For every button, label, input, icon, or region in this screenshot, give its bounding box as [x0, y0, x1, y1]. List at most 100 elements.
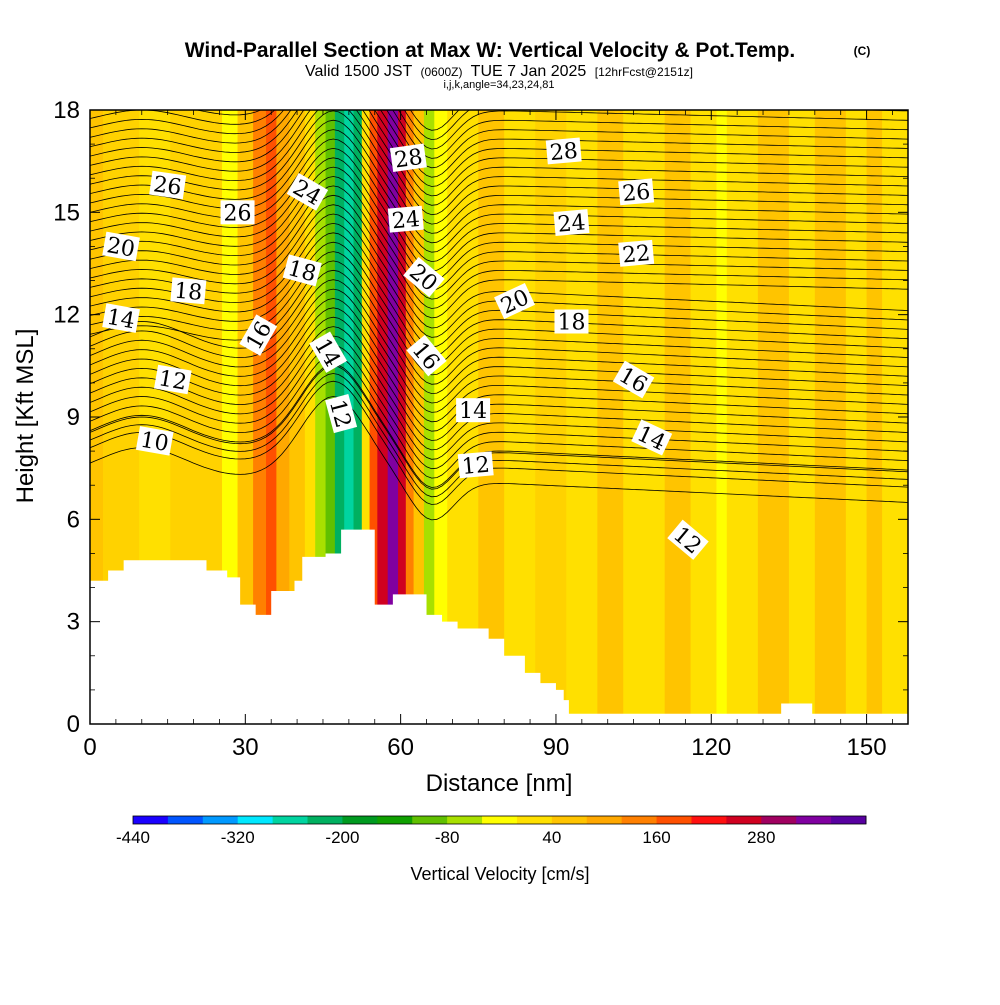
- colorbar-tick-label: -440: [116, 828, 150, 847]
- theta-contour-line: [90, 194, 908, 319]
- theta-label-text: 24: [557, 210, 587, 237]
- colorbar: -440 -320 -200 -80 40 160 280: [116, 815, 867, 847]
- theta-contour-line: [90, 279, 908, 404]
- terrain: [90, 529, 908, 724]
- velocity-band: [664, 110, 692, 724]
- y-tick-label: 0: [67, 711, 80, 738]
- theta-label-text: 26: [621, 180, 651, 207]
- theta-label-text: 18: [173, 279, 203, 306]
- theta-label-box: [667, 519, 709, 560]
- forecast-info: [12hrFcst@2151z]: [595, 65, 693, 79]
- theta-contour-line: [90, 110, 908, 197]
- theta-label-box: [554, 309, 589, 334]
- theta-contour-line: [90, 241, 908, 366]
- colorbar-swatch: [272, 816, 309, 824]
- theta-label-text: 20: [105, 233, 137, 262]
- theta-label: 28: [389, 143, 427, 174]
- theta-label: 26: [149, 170, 187, 201]
- velocity-band: [866, 110, 883, 724]
- theta-label: 28: [545, 137, 582, 166]
- theta-label-text: 28: [549, 139, 579, 166]
- colorbar-swatch: [307, 816, 343, 824]
- colorbar-swatch: [761, 816, 797, 824]
- y-tick-label: 15: [53, 199, 80, 226]
- theta-contour-line: [90, 298, 908, 423]
- theta-label-box: [494, 282, 536, 320]
- colorbar-swatch: [831, 816, 867, 824]
- theta-contour-line: [90, 380, 908, 505]
- theta-label-box: [149, 170, 187, 200]
- theta-label-text: 22: [621, 241, 651, 268]
- theta-label-box: [403, 257, 445, 298]
- theta-contour-line: [90, 110, 908, 206]
- theta-label-box: [170, 277, 207, 305]
- x-tick-label: 60: [387, 734, 414, 761]
- theta-label-box: [239, 314, 278, 356]
- theta-label-box: [286, 172, 329, 211]
- colorbar-tick-label: 40: [542, 828, 561, 847]
- theta-label-text: 12: [461, 453, 491, 480]
- theta-contour-line: [90, 335, 908, 460]
- valid-zulu: (0600Z): [420, 65, 462, 79]
- velocity-band: [405, 110, 415, 724]
- theta-label-box: [389, 143, 427, 173]
- y-tick-label: 12: [53, 302, 80, 329]
- theta-contour-line: [90, 307, 908, 432]
- theta-contour-line: [90, 260, 908, 385]
- theta-label-box: [325, 394, 358, 434]
- theta-label-text: 18: [557, 310, 585, 335]
- theta-label-box: [618, 239, 655, 267]
- theta-label-box: [220, 200, 255, 225]
- theta-label-box: [457, 451, 494, 479]
- x-tick-label: 120: [691, 734, 731, 761]
- chart-title: Wind-Parallel Section at Max W: Vertical…: [185, 39, 796, 62]
- theta-contour-line: [90, 344, 908, 470]
- x-tick-label: 90: [543, 734, 570, 761]
- colorbar-tick-label: -200: [325, 828, 359, 847]
- theta-label: 10: [135, 426, 174, 457]
- theta-contour-line: [90, 232, 908, 357]
- velocity-band: [623, 110, 666, 724]
- colorbar-swatch: [377, 816, 413, 824]
- theta-label-text: 14: [459, 399, 487, 424]
- colorbar-swatch: [167, 816, 204, 824]
- theta-label: 20: [102, 231, 140, 263]
- theta-label-box: [282, 254, 322, 287]
- colorbar-tick-label: 160: [642, 828, 670, 847]
- colorbar-swatch: [202, 816, 239, 824]
- velocity-band: [716, 110, 728, 724]
- theta-label-box: [545, 137, 582, 165]
- colorbar-label: Vertical Velocity [cm/s]: [410, 864, 589, 884]
- velocity-band: [377, 110, 389, 724]
- colorbar-tick-label: -80: [435, 828, 460, 847]
- colorbar-swatch: [342, 816, 378, 824]
- terrain-mask: [90, 529, 908, 724]
- theta-contour-line: [90, 365, 908, 490]
- velocity-band: [398, 110, 407, 724]
- theta-contour-line: [90, 110, 908, 216]
- y-tick-label: 3: [67, 609, 80, 636]
- theta-label: 26: [220, 200, 255, 226]
- theta-label-box: [631, 419, 673, 456]
- x-axis-label: Distance [nm]: [426, 770, 573, 797]
- theta-label-box: [612, 360, 655, 399]
- theta-label-box: [553, 209, 590, 237]
- velocity-band: [266, 110, 277, 724]
- y-tick-label: 6: [67, 506, 80, 533]
- theta-label-text: 26: [224, 201, 252, 226]
- theta-label-box: [618, 178, 655, 206]
- theta-contour-line: [398, 110, 908, 150]
- velocity-band: [814, 110, 847, 724]
- theta-label-text: 10: [138, 428, 170, 457]
- valid-time: Valid 1500 JST: [305, 63, 413, 80]
- theta-label-box: [309, 331, 348, 373]
- colorbar-swatch: [412, 816, 448, 824]
- velocity-band: [423, 110, 435, 724]
- x-tick-label: 30: [232, 734, 259, 761]
- velocity-band: [387, 110, 399, 724]
- theta-contour-line: [90, 204, 908, 329]
- velocity-band: [535, 110, 567, 724]
- colorbar-swatch: [726, 816, 762, 824]
- theta-label-box: [102, 231, 140, 262]
- theta-contour-line: [90, 316, 908, 441]
